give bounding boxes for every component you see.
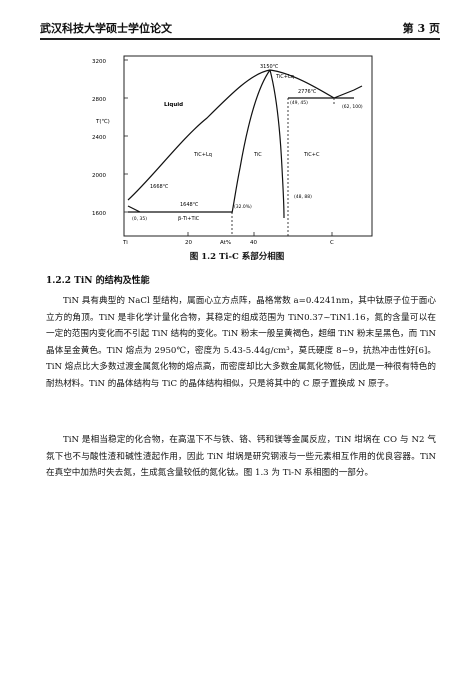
x-tick-ti: Ti [122,240,128,246]
label-2776: 2776℃ [298,89,317,95]
paragraph-1: TiN 具有典型的 NaCl 型结构，属面心立方点阵，晶格常数 a=0.4241… [46,296,436,389]
x-tick-c: C [330,240,334,246]
page-header: 武汉科技大学硕士学位论文 第 3 页 [40,18,440,40]
paragraph-2: TiN 是相当稳定的化合物，在高温下不与铁、铬、钙和镁等金属反应，TiN 坩埚在… [46,435,436,478]
tic-left-boundary [231,69,271,214]
label-tic: TiC [253,152,262,158]
section-title: 1.2.2 TiN 的结构及性能 [46,276,150,286]
label-tic-lq-right: TiC+Lq [275,74,294,80]
phase-diagram-figure: 3200 2800 2400 2000 1600 T(℃) Ti 20 At% … [92,48,382,258]
x-tick-20: 20 [185,240,192,246]
label-62-100: (62, 100) [342,104,363,110]
y-tick-3200: 3200 [92,59,106,65]
x-axis-label: At% [220,240,231,246]
y-tick-2000: 2000 [92,173,106,179]
label-32: (32.0%) [234,204,252,210]
label-49-45: (49, 45) [290,100,308,106]
tic-right-boundary [269,69,285,219]
page-number: 第 3 页 [402,22,440,35]
y-tick-2800: 2800 [92,97,106,103]
liquidus-left-curve [127,69,271,201]
label-tic-c: TiC+C [303,152,320,158]
y-axis-label: T(℃) [95,118,110,125]
label-liquid: Liquid [164,102,183,108]
y-tick-1600: 1600 [92,211,106,217]
label-1668: 1668℃ [150,184,169,190]
label-48-88: (48, 88) [294,194,312,200]
label-0-35: (0, 35) [132,216,147,222]
phase-diagram: 3200 2800 2400 2000 1600 T(℃) Ti 20 At% … [92,55,373,246]
label-beta-ti: β-Ti+TiC [178,216,200,222]
label-1648: 1648℃ [180,202,199,208]
beta-boundary [127,205,141,213]
label-tic-lq-left: TiC+Lq [193,152,212,158]
thesis-title: 武汉科技大学硕士学位论文 [40,22,172,35]
figure-caption: 图 1.2 Ti-C 系部分相图 [189,252,285,262]
x-tick-40: 40 [250,240,257,246]
y-tick-2400: 2400 [92,135,106,141]
label-3150: 3150℃ [260,64,279,70]
